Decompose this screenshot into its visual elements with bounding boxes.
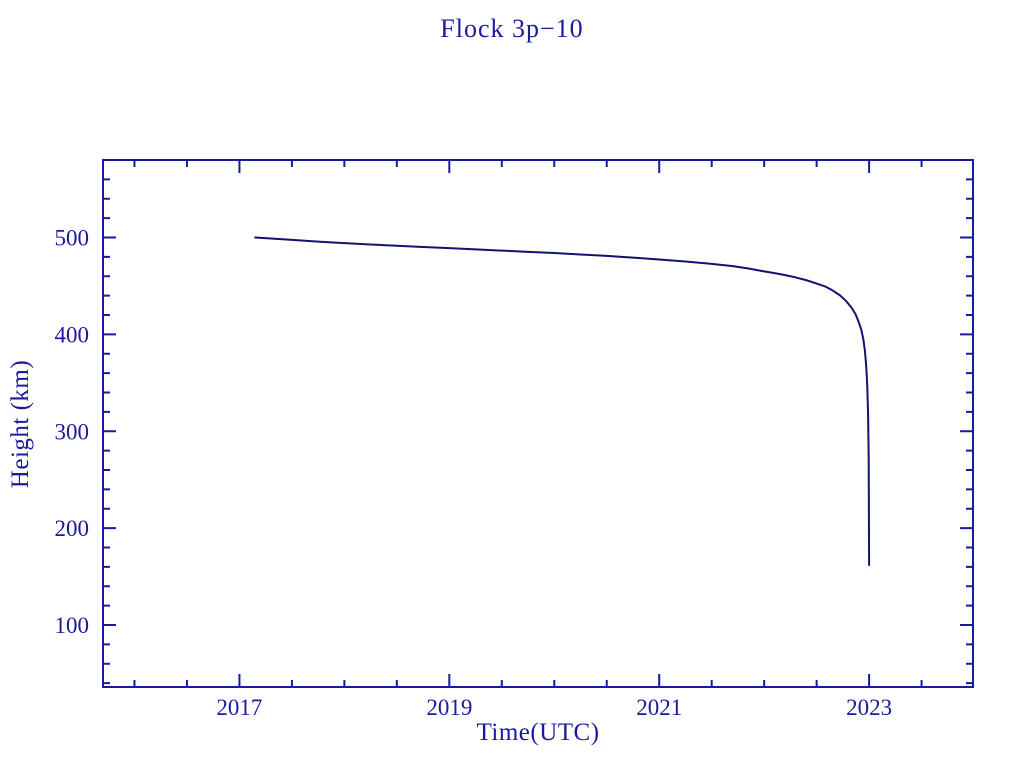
y-axis-tick-labels: 100 200 300 400 500 <box>55 226 90 639</box>
y-axis-title: Height (km) <box>7 360 34 488</box>
y-tick-label-400: 400 <box>55 322 90 347</box>
y-axis-ticks-right <box>960 159 973 685</box>
y-axis-ticks-left <box>103 159 116 685</box>
y-tick-label-300: 300 <box>55 419 90 444</box>
x-tick-label-2021: 2021 <box>636 695 682 720</box>
x-tick-label-2023: 2023 <box>846 695 892 720</box>
x-tick-label-2017: 2017 <box>216 695 262 720</box>
y-tick-label-500: 500 <box>55 226 90 251</box>
data-series-line <box>254 236 871 566</box>
y-tick-label-100: 100 <box>55 613 90 638</box>
chart-title: Flock 3p−10 <box>440 14 584 43</box>
plot-frame <box>102 159 974 688</box>
x-axis-title: Time(UTC) <box>476 719 599 746</box>
x-axis-ticks-bottom <box>133 674 923 687</box>
y-tick-label-200: 200 <box>55 516 90 541</box>
x-axis-tick-labels: 2017 2019 2021 2023 <box>216 695 892 720</box>
x-tick-label-2019: 2019 <box>426 695 472 720</box>
x-axis-ticks-top <box>133 160 923 173</box>
